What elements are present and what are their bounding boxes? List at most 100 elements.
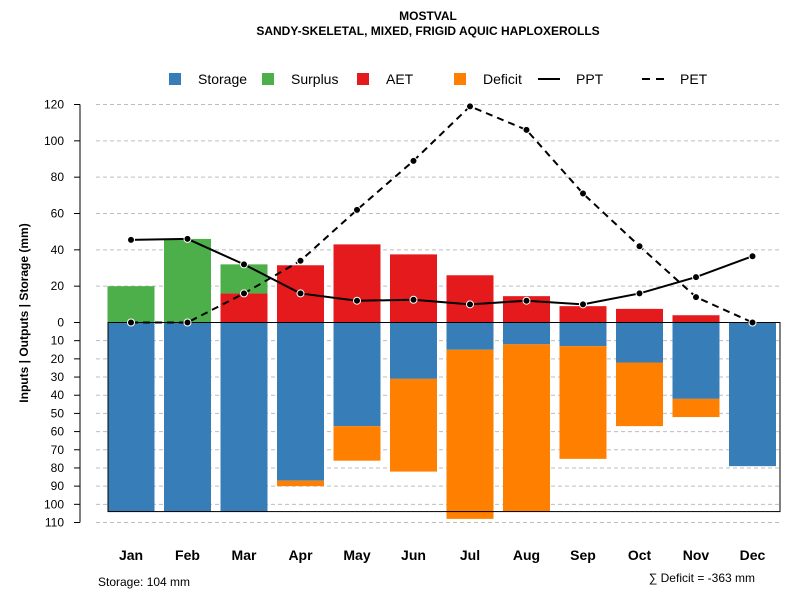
aet-bar-sep bbox=[559, 306, 607, 323]
y-tick-label: 60 bbox=[51, 425, 65, 439]
legend-item-pet: PET bbox=[642, 71, 708, 87]
aet-bar-mar bbox=[220, 293, 268, 323]
legend-label-deficit: Deficit bbox=[483, 71, 522, 87]
x-tick-label-jun: Jun bbox=[401, 547, 426, 563]
deficit-bar-may bbox=[333, 426, 381, 461]
deficit-bar-jun bbox=[390, 378, 437, 472]
pet-point-sep bbox=[579, 189, 587, 198]
legend-swatch-aet bbox=[357, 73, 369, 85]
x-tick-label-dec: Dec bbox=[740, 547, 766, 563]
y-tick-label: 20 bbox=[51, 352, 65, 366]
y-tick-label: 100 bbox=[44, 497, 64, 511]
storage-bar-dec bbox=[729, 322, 776, 467]
deficit-bar-aug bbox=[503, 344, 550, 512]
y-tick-label: 10 bbox=[51, 334, 65, 348]
legend-item-deficit: Deficit bbox=[454, 71, 522, 87]
series-lines bbox=[127, 102, 757, 327]
legend: Storage Surplus AET Deficit PPT PET bbox=[169, 71, 708, 87]
y-tick-label: 110 bbox=[45, 516, 64, 530]
y-tick-label: 0 bbox=[57, 316, 64, 330]
pet-point-nov bbox=[692, 293, 700, 302]
x-tick-label-apr: Apr bbox=[288, 547, 313, 563]
deficit-bar-jul bbox=[446, 349, 494, 519]
legend-swatch-deficit bbox=[454, 73, 466, 85]
pet-point-feb bbox=[183, 318, 192, 327]
y-tick-label: 80 bbox=[51, 461, 65, 475]
y-tick-label: 120 bbox=[44, 98, 64, 112]
storage-bar-apr bbox=[277, 322, 324, 481]
aet-bar-jun bbox=[390, 254, 437, 323]
deficit-note: ∑ Deficit = -363 mm bbox=[649, 571, 755, 585]
legend-item-ppt: PPT bbox=[538, 71, 604, 87]
pet-point-jan bbox=[127, 318, 135, 327]
x-tick-label-jul: Jul bbox=[460, 547, 480, 563]
ppt-point-oct bbox=[635, 289, 644, 298]
legend-label-pet: PET bbox=[680, 71, 708, 87]
ppt-point-apr bbox=[296, 289, 305, 298]
pet-point-dec bbox=[748, 318, 757, 327]
surplus-bar-feb bbox=[164, 238, 211, 323]
y-tick-label: 60 bbox=[51, 207, 65, 221]
deficit-bar-sep bbox=[559, 346, 607, 459]
x-tick-label-mar: Mar bbox=[232, 547, 257, 563]
y-tick-label: 50 bbox=[51, 406, 65, 420]
deficit-bar-oct bbox=[616, 362, 663, 427]
x-tick-label-may: May bbox=[343, 547, 370, 563]
y-tick-label: 40 bbox=[51, 243, 65, 257]
x-tick-label-nov: Nov bbox=[683, 547, 710, 563]
y-axis: 0 20 40 60 80 100 120 10 20 30 40 50 60 70 80 90 100 110 bbox=[44, 98, 81, 530]
surplus-bar-jan bbox=[107, 286, 155, 323]
storage-bar-may bbox=[333, 322, 381, 427]
pet-point-jul bbox=[466, 102, 474, 111]
ppt-point-jan bbox=[127, 235, 135, 244]
y-tick-label: 100 bbox=[44, 134, 64, 148]
ppt-line bbox=[130, 237, 753, 306]
pet-point-may bbox=[353, 205, 361, 214]
legend-item-aet: AET bbox=[357, 71, 414, 87]
y-tick-label: 80 bbox=[51, 170, 65, 184]
ppt-point-may bbox=[353, 296, 361, 305]
ppt-point-aug bbox=[522, 296, 531, 305]
storage-note: Storage: 104 mm bbox=[98, 575, 190, 589]
surplus-bar-mar bbox=[220, 264, 268, 294]
legend-swatch-surplus bbox=[262, 73, 274, 85]
pet-line bbox=[131, 105, 753, 324]
x-tick-label-sep: Sep bbox=[570, 547, 596, 563]
y-axis-label: Inputs | Outputs | Storage (mm) bbox=[17, 223, 31, 402]
bars bbox=[107, 238, 776, 519]
storage-capacity-box bbox=[107, 322, 781, 513]
storage-frame bbox=[107, 322, 781, 513]
pet-point-mar bbox=[240, 289, 248, 298]
storage-bar-feb bbox=[164, 322, 211, 512]
pet-point-aug bbox=[522, 125, 531, 134]
legend-swatch-storage bbox=[169, 73, 181, 85]
y-tick-label: 20 bbox=[51, 279, 65, 293]
ppt-point-nov bbox=[692, 273, 700, 282]
aet-bar-nov bbox=[672, 315, 720, 323]
y-tick-label: 40 bbox=[51, 388, 65, 402]
aet-bar-may bbox=[333, 244, 381, 323]
pet-point-jun bbox=[409, 156, 418, 165]
ppt-point-mar bbox=[240, 260, 248, 269]
storage-bar-sep bbox=[559, 322, 607, 347]
legend-label-ppt: PPT bbox=[576, 71, 604, 87]
pet-point-apr bbox=[296, 256, 305, 265]
ppt-point-sep bbox=[579, 300, 587, 309]
legend-item-surplus: Surplus bbox=[262, 71, 338, 87]
ppt-point-dec bbox=[748, 252, 757, 261]
ppt-point-jun bbox=[409, 295, 418, 304]
ppt-point-feb bbox=[183, 234, 192, 243]
storage-bar-nov bbox=[672, 322, 720, 399]
x-tick-label-jan: Jan bbox=[119, 547, 143, 563]
storage-bar-jan bbox=[107, 322, 155, 512]
x-tick-label-aug: Aug bbox=[513, 547, 540, 563]
x-tick-label-oct: Oct bbox=[628, 547, 652, 563]
storage-bar-oct bbox=[616, 322, 663, 363]
y-tick-label: 90 bbox=[51, 479, 65, 493]
storage-bar-jun bbox=[390, 322, 437, 379]
legend-item-storage: Storage bbox=[169, 71, 247, 87]
deficit-bar-apr bbox=[277, 480, 324, 487]
chart-subtitle: SANDY-SKELETAL, MIXED, FRIGID AQUIC HAPL… bbox=[256, 24, 599, 38]
storage-bar-aug bbox=[503, 322, 550, 345]
